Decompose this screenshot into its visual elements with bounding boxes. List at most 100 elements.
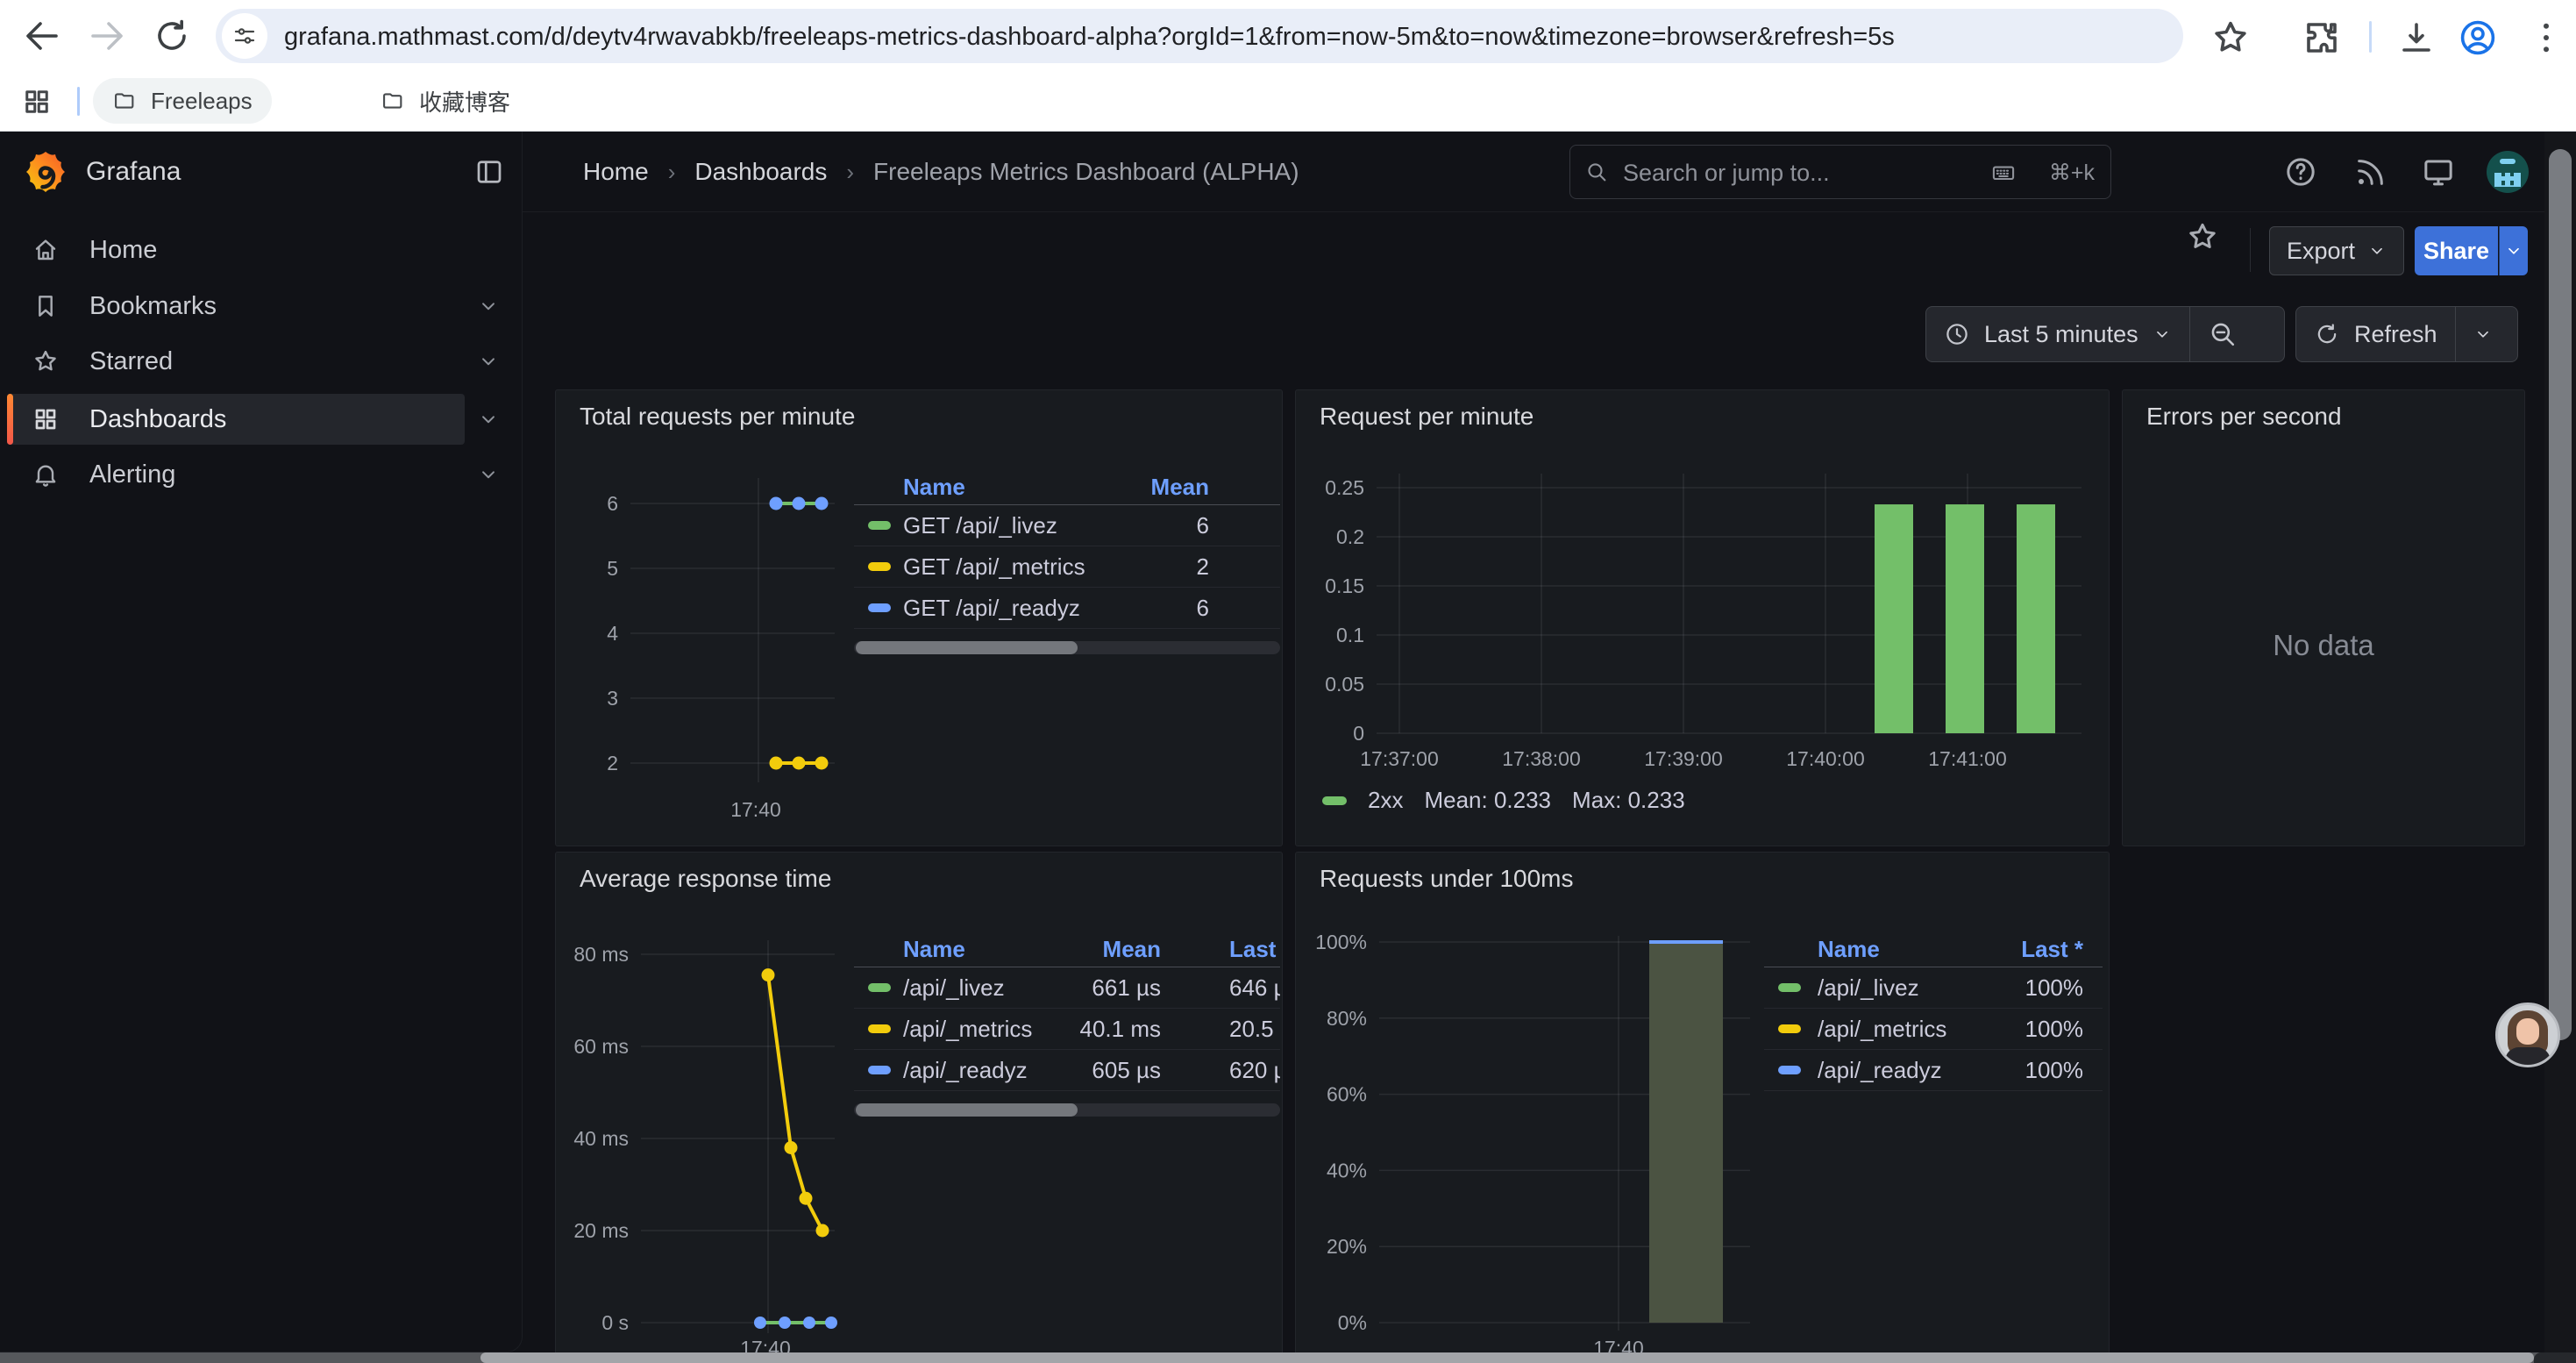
refresh-button[interactable]: Refresh bbox=[2296, 307, 2455, 361]
back-button[interactable] bbox=[21, 15, 63, 57]
sidebar-item-home[interactable]: Home bbox=[7, 225, 465, 275]
vertical-scrollbar-thumb[interactable] bbox=[2549, 149, 2572, 1040]
series-swatch bbox=[868, 521, 891, 530]
bookmark-page-icon[interactable] bbox=[2210, 17, 2252, 59]
table-separator bbox=[854, 1049, 1280, 1050]
legend-row[interactable]: /api/_livez 661 µs 646 µs bbox=[854, 967, 1280, 1008]
svg-text:40 ms: 40 ms bbox=[573, 1127, 629, 1150]
legend-row[interactable]: /api/_readyz 605 µs 620 µs bbox=[854, 1050, 1280, 1090]
news-icon[interactable] bbox=[2353, 154, 2388, 189]
breadcrumb-item[interactable]: Home bbox=[583, 158, 649, 185]
profile-icon[interactable] bbox=[2457, 17, 2499, 59]
export-button[interactable]: Export bbox=[2269, 226, 2404, 275]
chevron-down-icon[interactable] bbox=[477, 408, 500, 431]
legend-row[interactable]: /api/_metrics 40.1 ms 20.5 ms bbox=[854, 1009, 1280, 1049]
legend-table: Name Mean GET /api/_livez 6 GET /api/_metric… bbox=[854, 466, 1280, 669]
address-bar[interactable] bbox=[216, 9, 2183, 65]
zoom-out-button[interactable] bbox=[2188, 307, 2255, 361]
legend-scrollbar-thumb[interactable] bbox=[856, 1103, 1078, 1117]
forward-button[interactable] bbox=[86, 15, 128, 57]
panel-title[interactable]: Errors per second bbox=[2146, 403, 2342, 430]
extensions-icon[interactable] bbox=[2301, 17, 2343, 59]
legend-column-header[interactable]: Name bbox=[903, 936, 965, 962]
legend-row[interactable]: /api/_readyz 100% bbox=[1764, 1050, 2103, 1090]
grafana-logo[interactable] bbox=[25, 151, 67, 193]
breadcrumb: Home › Dashboards › Freeleaps Metrics Dashbo… bbox=[583, 132, 1299, 212]
share-dropdown-button[interactable] bbox=[2499, 226, 2528, 275]
svg-text:60 ms: 60 ms bbox=[573, 1035, 629, 1058]
dock-menu-icon[interactable] bbox=[473, 156, 505, 188]
sidebar-item-bookmarks[interactable]: Bookmarks bbox=[7, 281, 465, 332]
bookmark-folder[interactable]: 收藏博客 bbox=[361, 78, 530, 124]
breadcrumb-item[interactable]: Dashboards bbox=[694, 158, 828, 185]
bar-chart[interactable]: 0.25 0.2 0.15 0.1 0.05 0 17:37:00 17:38:00 17:39… bbox=[1296, 390, 2109, 846]
header-divider bbox=[523, 211, 2576, 212]
share-button[interactable]: Share bbox=[2415, 226, 2498, 275]
chart-legend[interactable]: 2xx Mean: 0.233 Max: 0.233 bbox=[1322, 787, 1685, 814]
sidebar-item-dashboards[interactable]: Dashboards bbox=[7, 394, 465, 445]
legend-row[interactable]: GET /api/_readyz 6 bbox=[854, 588, 1280, 628]
chevron-down-icon[interactable] bbox=[477, 295, 500, 318]
legend-row[interactable]: GET /api/_metrics 2 bbox=[854, 546, 1280, 587]
search-box[interactable]: ⌘+k bbox=[1569, 145, 2111, 200]
kiosk-icon[interactable] bbox=[2421, 154, 2456, 189]
refresh-interval-button[interactable] bbox=[2454, 307, 2510, 361]
vertical-scrollbar[interactable] bbox=[2544, 132, 2576, 1352]
chevron-down-icon[interactable] bbox=[477, 463, 500, 486]
svg-text:3: 3 bbox=[607, 687, 618, 710]
export-label: Export bbox=[2286, 237, 2356, 264]
no-data-message: No data bbox=[2273, 629, 2374, 661]
legend-column-header[interactable]: Mean bbox=[1150, 474, 1209, 500]
legend-column-header[interactable]: Name bbox=[1818, 936, 1880, 962]
sidebar-item-label: Starred bbox=[89, 346, 174, 375]
legend-scrollbar-thumb[interactable] bbox=[856, 641, 1078, 654]
sidebar-item-alerting[interactable]: Alerting bbox=[7, 449, 465, 500]
panel-title[interactable]: Requests under 100ms bbox=[1320, 865, 1574, 892]
time-picker-group: Last 5 minutes bbox=[1925, 306, 2285, 362]
floating-assistant-avatar[interactable] bbox=[2495, 1003, 2560, 1067]
url-input[interactable] bbox=[282, 9, 2092, 65]
user-avatar[interactable] bbox=[2487, 151, 2529, 193]
legend-cell-name: /api/_readyz bbox=[903, 1057, 1028, 1083]
legend-cell-last: 100% bbox=[2025, 1057, 2084, 1083]
sidebar-item-starred[interactable]: Starred bbox=[7, 336, 465, 387]
horizontal-scrollbar[interactable] bbox=[0, 1352, 2576, 1363]
table-separator bbox=[1764, 1008, 2103, 1009]
help-icon[interactable] bbox=[2283, 154, 2318, 189]
reload-button[interactable] bbox=[151, 15, 193, 57]
share-label: Share bbox=[2423, 237, 2490, 264]
legend-cell-last: 646 µs bbox=[1229, 974, 1280, 1001]
series-mean: Mean: 0.233 bbox=[1424, 787, 1552, 813]
legend-row[interactable]: /api/_metrics 100% bbox=[1764, 1009, 2103, 1049]
legend-column-header[interactable]: Name bbox=[903, 474, 965, 500]
bell-icon bbox=[32, 460, 60, 489]
browser-menu-icon[interactable] bbox=[2525, 17, 2567, 59]
legend-cell-mean: 2 bbox=[1196, 553, 1209, 580]
horizontal-scrollbar-thumb[interactable] bbox=[480, 1352, 2534, 1363]
apps-icon[interactable] bbox=[21, 86, 53, 118]
time-range-button[interactable]: Last 5 minutes bbox=[1926, 307, 2189, 361]
panel-title[interactable]: Total requests per minute bbox=[580, 403, 856, 430]
timeseries-chart[interactable]: 6 5 4 3 2 17:40 bbox=[556, 390, 1282, 846]
legend-column-header[interactable]: Mean bbox=[1102, 936, 1161, 962]
legend-row[interactable]: /api/_livez 100% bbox=[1764, 967, 2103, 1008]
favorite-dashboard-icon[interactable] bbox=[2185, 219, 2220, 254]
panel-title[interactable]: Average response time bbox=[580, 865, 832, 892]
legend-cell-mean: 6 bbox=[1196, 512, 1209, 539]
legend-column-header[interactable]: Last * bbox=[2021, 936, 2083, 962]
bookmark-label: Freeleaps bbox=[151, 87, 253, 114]
bookmark-folder[interactable]: Freeleaps bbox=[93, 78, 272, 124]
download-icon[interactable] bbox=[2395, 17, 2437, 59]
bar-chart[interactable]: 100% 80% 60% 40% 20% 0% 17:40 bbox=[1296, 853, 2109, 1363]
site-settings-button[interactable] bbox=[222, 13, 267, 59]
panel-title[interactable]: Request per minute bbox=[1320, 403, 1534, 430]
search-icon bbox=[1584, 160, 1609, 184]
chevron-down-icon[interactable] bbox=[477, 350, 500, 373]
svg-text:0.2: 0.2 bbox=[1336, 525, 1364, 548]
legend-column-header[interactable]: Last * bbox=[1229, 936, 1280, 962]
search-input[interactable] bbox=[1621, 146, 1914, 200]
legend-row[interactable]: GET /api/_livez 6 bbox=[854, 505, 1280, 546]
sidebar-item-label: Bookmarks bbox=[89, 291, 217, 320]
table-separator bbox=[854, 628, 1280, 629]
legend-cell-name: GET /api/_metrics bbox=[903, 553, 1085, 580]
